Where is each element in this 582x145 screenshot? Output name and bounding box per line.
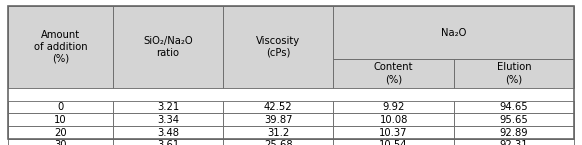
Bar <box>113 126 223 139</box>
Bar <box>223 126 333 139</box>
Bar <box>113 139 223 145</box>
Text: 3.48: 3.48 <box>157 128 179 138</box>
Text: 39.87: 39.87 <box>264 115 293 125</box>
Text: 0: 0 <box>57 102 63 112</box>
Text: 92.89: 92.89 <box>499 128 528 138</box>
Text: Na₂O: Na₂O <box>441 28 466 38</box>
Text: 31.2: 31.2 <box>267 128 289 138</box>
Bar <box>8 139 113 145</box>
Bar <box>113 6 223 88</box>
Text: 10.54: 10.54 <box>379 140 408 145</box>
Bar <box>223 113 333 126</box>
Bar <box>333 101 454 113</box>
Text: 94.65: 94.65 <box>499 102 528 112</box>
Bar <box>333 59 454 88</box>
Text: 10.37: 10.37 <box>379 128 408 138</box>
Text: 10.08: 10.08 <box>379 115 408 125</box>
Text: 95.65: 95.65 <box>499 115 528 125</box>
Text: Viscosity
(cPs): Viscosity (cPs) <box>256 36 300 58</box>
Bar <box>8 101 113 113</box>
Bar <box>8 126 113 139</box>
Text: 30: 30 <box>54 140 66 145</box>
Bar <box>333 126 454 139</box>
Text: 3.34: 3.34 <box>157 115 179 125</box>
Text: 92.31: 92.31 <box>499 140 528 145</box>
Text: SiO₂/Na₂O
ratio: SiO₂/Na₂O ratio <box>143 36 193 58</box>
Text: 25.68: 25.68 <box>264 140 293 145</box>
Text: Content
(%): Content (%) <box>374 62 413 85</box>
Text: Elution
(%): Elution (%) <box>496 62 531 85</box>
Text: 9.92: 9.92 <box>382 102 404 112</box>
Bar <box>454 113 574 126</box>
Text: 42.52: 42.52 <box>264 102 293 112</box>
Text: 3.61: 3.61 <box>157 140 179 145</box>
Bar <box>454 139 574 145</box>
Bar <box>333 113 454 126</box>
Bar <box>454 101 574 113</box>
Bar <box>113 101 223 113</box>
Bar <box>333 139 454 145</box>
Text: 20: 20 <box>54 128 67 138</box>
Bar <box>113 113 223 126</box>
Bar <box>333 6 574 59</box>
Text: 3.21: 3.21 <box>157 102 179 112</box>
Bar <box>223 101 333 113</box>
Bar <box>8 6 113 88</box>
Text: Amount
of addition
(%): Amount of addition (%) <box>34 30 87 64</box>
Bar <box>454 126 574 139</box>
Bar <box>223 6 333 88</box>
Text: 10: 10 <box>54 115 67 125</box>
Bar <box>8 113 113 126</box>
Bar <box>454 59 574 88</box>
Bar <box>223 139 333 145</box>
